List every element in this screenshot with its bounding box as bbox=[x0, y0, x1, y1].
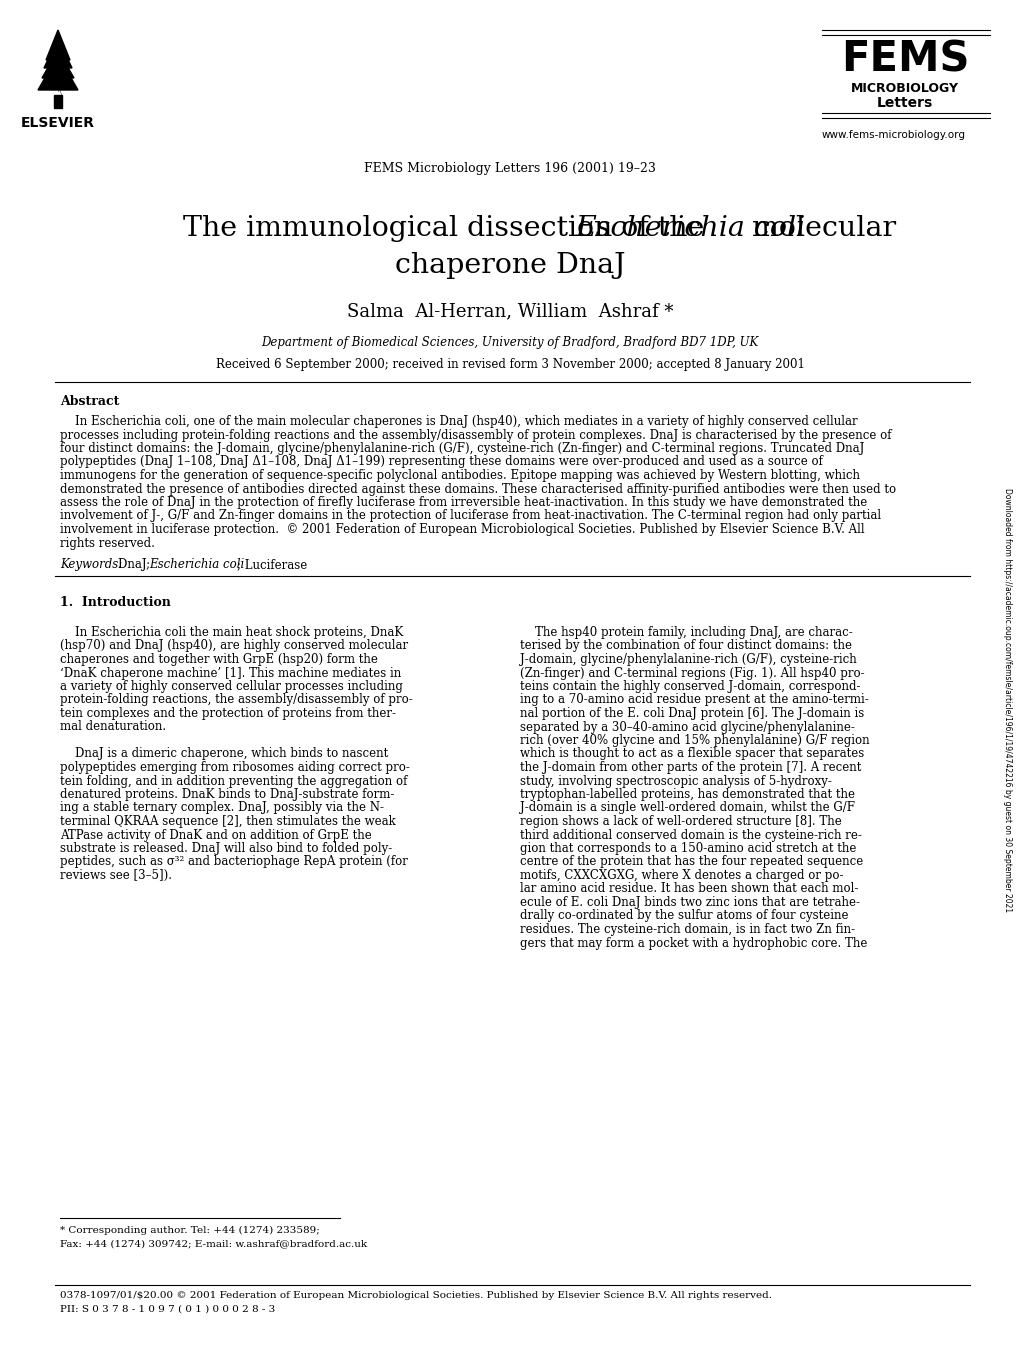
Text: ing to a 70-amino acid residue present at the amino-termi-: ing to a 70-amino acid residue present a… bbox=[520, 694, 868, 706]
Text: lar amino acid residue. It has been shown that each mol-: lar amino acid residue. It has been show… bbox=[520, 883, 858, 895]
Polygon shape bbox=[54, 95, 62, 109]
Text: region shows a lack of well-ordered structure [8]. The: region shows a lack of well-ordered stru… bbox=[520, 815, 841, 828]
Text: molecular: molecular bbox=[742, 215, 896, 242]
Text: reviews see [3–5]).: reviews see [3–5]). bbox=[60, 869, 172, 881]
Text: motifs, CXXCXGXG, where X denotes a charged or po-: motifs, CXXCXGXG, where X denotes a char… bbox=[520, 869, 843, 881]
Text: ecule of E. coli DnaJ binds two zinc ions that are tetrahe-: ecule of E. coli DnaJ binds two zinc ion… bbox=[520, 896, 859, 909]
Text: ing a stable ternary complex. DnaJ, possibly via the N-: ing a stable ternary complex. DnaJ, poss… bbox=[60, 801, 383, 815]
Text: Escherichia coli: Escherichia coli bbox=[575, 215, 804, 242]
Text: tryptophan-labelled proteins, has demonstrated that the: tryptophan-labelled proteins, has demons… bbox=[520, 788, 854, 801]
Text: Fax: +44 (1274) 309742; E-mail: w.ashraf@bradford.ac.uk: Fax: +44 (1274) 309742; E-mail: w.ashraf… bbox=[60, 1238, 367, 1248]
Text: mal denaturation.: mal denaturation. bbox=[60, 721, 166, 733]
Text: DnaJ;: DnaJ; bbox=[118, 558, 154, 570]
Text: rights reserved.: rights reserved. bbox=[60, 536, 155, 550]
Text: study, involving spectroscopic analysis of 5-hydroxy-: study, involving spectroscopic analysis … bbox=[520, 774, 832, 788]
Text: four distinct domains: the J-domain, glycine/phenylalanine-rich (G/F), cysteine-: four distinct domains: the J-domain, gly… bbox=[60, 441, 863, 455]
Text: In Escherichia coli the main heat shock proteins, DnaK: In Escherichia coli the main heat shock … bbox=[60, 626, 403, 640]
Polygon shape bbox=[44, 38, 72, 68]
Text: gers that may form a pocket with a hydrophobic core. The: gers that may form a pocket with a hydro… bbox=[520, 937, 866, 949]
Text: 1.  Introduction: 1. Introduction bbox=[60, 596, 171, 608]
Text: drally co-ordinated by the sulfur atoms of four cysteine: drally co-ordinated by the sulfur atoms … bbox=[520, 910, 848, 922]
Text: tein complexes and the protection of proteins from ther-: tein complexes and the protection of pro… bbox=[60, 708, 395, 720]
Text: FEMS Microbiology Letters 196 (2001) 19–23: FEMS Microbiology Letters 196 (2001) 19–… bbox=[364, 162, 655, 175]
Text: nal portion of the E. coli DnaJ protein [6]. The J-domain is: nal portion of the E. coli DnaJ protein … bbox=[520, 708, 863, 720]
Text: FEMS: FEMS bbox=[840, 38, 968, 80]
Text: involvement of J-, G/F and Zn-finger domains in the protection of luciferase fro: involvement of J-, G/F and Zn-finger dom… bbox=[60, 509, 880, 523]
Text: J-domain, glycine/phenylalanine-rich (G/F), cysteine-rich: J-domain, glycine/phenylalanine-rich (G/… bbox=[520, 653, 856, 665]
Text: (Zn-finger) and C-terminal regions (Fig. 1). All hsp40 pro-: (Zn-finger) and C-terminal regions (Fig.… bbox=[520, 667, 864, 679]
Polygon shape bbox=[46, 30, 70, 60]
Text: peptides, such as σ³² and bacteriophage RepA protein (for: peptides, such as σ³² and bacteriophage … bbox=[60, 856, 408, 869]
Text: Received 6 September 2000; received in revised form 3 November 2000; accepted 8 : Received 6 September 2000; received in r… bbox=[215, 359, 804, 371]
Text: gion that corresponds to a 150-amino acid stretch at the: gion that corresponds to a 150-amino aci… bbox=[520, 842, 856, 856]
Text: a variety of highly conserved cellular processes including: a variety of highly conserved cellular p… bbox=[60, 680, 403, 693]
Text: The immunological dissection of the: The immunological dissection of the bbox=[182, 215, 712, 242]
Text: polypeptides emerging from ribosomes aiding correct pro-: polypeptides emerging from ribosomes aid… bbox=[60, 760, 410, 774]
Text: Department of Biomedical Sciences, University of Bradford, Bradford BD7 1DP, UK: Department of Biomedical Sciences, Unive… bbox=[261, 335, 758, 349]
Text: Escherichia coli: Escherichia coli bbox=[149, 558, 244, 570]
Text: tein folding, and in addition preventing the aggregation of: tein folding, and in addition preventing… bbox=[60, 774, 407, 788]
Text: Downloaded from https://academic.oup.com/femsle/article/196/1/19/4742216 by gues: Downloaded from https://academic.oup.com… bbox=[1003, 488, 1012, 913]
Text: Letters: Letters bbox=[876, 96, 932, 110]
Text: terminal QKRAA sequence [2], then stimulates the weak: terminal QKRAA sequence [2], then stimul… bbox=[60, 815, 395, 828]
Text: ELSEVIER: ELSEVIER bbox=[21, 115, 95, 130]
Polygon shape bbox=[42, 50, 74, 77]
Text: The hsp40 protein family, including DnaJ, are charac-: The hsp40 protein family, including DnaJ… bbox=[520, 626, 852, 640]
Text: DnaJ is a dimeric chaperone, which binds to nascent: DnaJ is a dimeric chaperone, which binds… bbox=[60, 747, 388, 760]
Text: chaperone DnaJ: chaperone DnaJ bbox=[394, 253, 625, 278]
Text: Keywords:: Keywords: bbox=[60, 558, 126, 570]
Text: * Corresponding author. Tel: +44 (1274) 233589;: * Corresponding author. Tel: +44 (1274) … bbox=[60, 1226, 319, 1236]
Text: J-domain is a single well-ordered domain, whilst the G/F: J-domain is a single well-ordered domain… bbox=[520, 801, 854, 815]
Text: residues. The cysteine-rich domain, is in fact two Zn fin-: residues. The cysteine-rich domain, is i… bbox=[520, 923, 854, 936]
Text: polypeptides (DnaJ 1–108, DnaJ Δ1–108, DnaJ Δ1–199) representing these domains w: polypeptides (DnaJ 1–108, DnaJ Δ1–108, D… bbox=[60, 455, 822, 469]
Text: assess the role of DnaJ in the protection of firefly luciferase from irreversibl: assess the role of DnaJ in the protectio… bbox=[60, 496, 866, 509]
Text: ; Luciferase: ; Luciferase bbox=[236, 558, 307, 570]
Text: Salma  Al-Herran, William  Ashraf *: Salma Al-Herran, William Ashraf * bbox=[346, 301, 673, 320]
Text: ATPase activity of DnaK and on addition of GrpE the: ATPase activity of DnaK and on addition … bbox=[60, 828, 371, 842]
Text: denatured proteins. DnaK binds to DnaJ-substrate form-: denatured proteins. DnaK binds to DnaJ-s… bbox=[60, 788, 394, 801]
Text: separated by a 30–40-amino acid glycine/phenylalanine-: separated by a 30–40-amino acid glycine/… bbox=[520, 721, 854, 733]
Text: involvement in luciferase protection.  © 2001 Federation of European Microbiolog: involvement in luciferase protection. © … bbox=[60, 523, 864, 536]
Text: third additional conserved domain is the cysteine-rich re-: third additional conserved domain is the… bbox=[520, 828, 861, 842]
Text: which is thought to act as a flexible spacer that separates: which is thought to act as a flexible sp… bbox=[520, 747, 863, 760]
Text: Abstract: Abstract bbox=[60, 395, 119, 407]
Text: PII: S 0 3 7 8 - 1 0 9 7 ( 0 1 ) 0 0 0 2 8 - 3: PII: S 0 3 7 8 - 1 0 9 7 ( 0 1 ) 0 0 0 2… bbox=[60, 1305, 275, 1315]
Text: teins contain the highly conserved J-domain, correspond-: teins contain the highly conserved J-dom… bbox=[520, 680, 860, 693]
Text: rich (over 40% glycine and 15% phenylalanine) G/F region: rich (over 40% glycine and 15% phenylala… bbox=[520, 735, 869, 747]
Text: www.fems-microbiology.org: www.fems-microbiology.org bbox=[821, 130, 965, 140]
Text: centre of the protein that has the four repeated sequence: centre of the protein that has the four … bbox=[520, 856, 862, 869]
Text: substrate is released. DnaJ will also bind to folded poly-: substrate is released. DnaJ will also bi… bbox=[60, 842, 392, 856]
Text: terised by the combination of four distinct domains: the: terised by the combination of four disti… bbox=[520, 640, 851, 652]
Text: immunogens for the generation of sequence-specific polyclonal antibodies. Epitop: immunogens for the generation of sequenc… bbox=[60, 469, 859, 482]
Text: (hsp70) and DnaJ (hsp40), are highly conserved molecular: (hsp70) and DnaJ (hsp40), are highly con… bbox=[60, 640, 408, 652]
Text: In Escherichia coli, one of the main molecular chaperones is DnaJ (hsp40), which: In Escherichia coli, one of the main mol… bbox=[60, 416, 857, 428]
Text: ‘DnaK chaperone machine’ [1]. This machine mediates in: ‘DnaK chaperone machine’ [1]. This machi… bbox=[60, 667, 400, 679]
Text: protein-folding reactions, the assembly/disassembly of pro-: protein-folding reactions, the assembly/… bbox=[60, 694, 413, 706]
Text: demonstrated the presence of antibodies directed against these domains. These ch: demonstrated the presence of antibodies … bbox=[60, 482, 896, 496]
Text: the J-domain from other parts of the protein [7]. A recent: the J-domain from other parts of the pro… bbox=[520, 760, 860, 774]
Text: processes including protein-folding reactions and the assembly/disassembly of pr: processes including protein-folding reac… bbox=[60, 429, 891, 441]
Text: MICROBIOLOGY: MICROBIOLOGY bbox=[850, 81, 958, 95]
Polygon shape bbox=[38, 56, 77, 90]
Text: chaperones and together with GrpE (hsp20) form the: chaperones and together with GrpE (hsp20… bbox=[60, 653, 377, 665]
Text: 0378-1097/01/$20.00 © 2001 Federation of European Microbiological Societies. Pub: 0378-1097/01/$20.00 © 2001 Federation of… bbox=[60, 1291, 771, 1300]
